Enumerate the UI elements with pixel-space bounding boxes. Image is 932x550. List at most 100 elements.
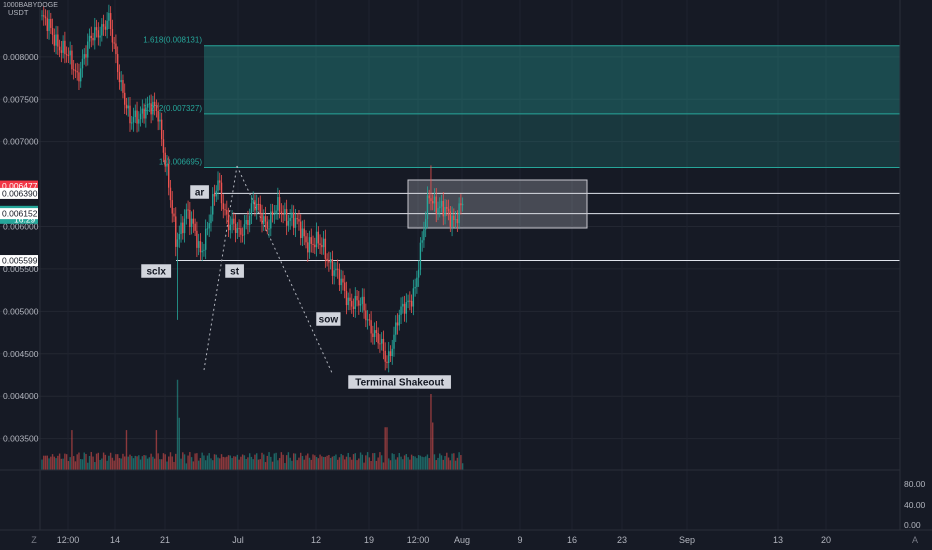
candle-body: [155, 105, 158, 112]
volume-bar: [212, 460, 214, 470]
candle-body: [231, 218, 233, 225]
volume-bar: [109, 452, 112, 470]
annotation-st[interactable]: st: [224, 263, 245, 279]
volume-bar: [414, 456, 416, 470]
volume-bar: [280, 452, 283, 470]
annotation-sow[interactable]: sow: [315, 311, 342, 327]
candle-body: [407, 300, 409, 303]
candle-body: [108, 13, 110, 21]
volume-bar: [317, 458, 320, 470]
candle-body: [437, 208, 439, 214]
volume-bar: [173, 461, 175, 470]
volume-bar: [363, 462, 365, 470]
volume-tick-label: 0.00: [904, 520, 921, 530]
candle-body: [264, 216, 267, 222]
candle-body: [234, 223, 237, 233]
volume-bar: [347, 452, 349, 470]
candle-body: [370, 320, 372, 334]
price-marker-countdown: 16:29: [14, 214, 36, 224]
candle-body: [391, 348, 393, 357]
candle-body: [403, 303, 406, 314]
volume-bar: [138, 455, 140, 470]
volume-bar: [215, 454, 217, 470]
volume-bar: [273, 453, 276, 470]
volume-bar: [409, 459, 411, 470]
trend-line-down[interactable]: [236, 165, 334, 376]
volume-bar: [352, 454, 355, 470]
volume-bar: [141, 456, 144, 470]
volume-bar: [372, 453, 374, 470]
candle-body: [97, 30, 100, 38]
candle-body: [257, 203, 260, 205]
horizontal-levels[interactable]: [176, 192, 900, 262]
annotation-terminal-shakeout-label: Terminal Shakeout: [355, 378, 444, 389]
volume-bar: [95, 453, 98, 470]
candle-body: [271, 211, 274, 215]
candle-body: [366, 319, 369, 321]
annotation-ar[interactable]: ar: [189, 184, 210, 200]
volume-bar: [101, 458, 103, 470]
volume-bar: [259, 459, 261, 470]
price-axis[interactable]: 0.008000 0.007500 0.007000 0.006000 0.005500…: [0, 52, 39, 444]
volume-bar: [398, 453, 400, 470]
price-marker[interactable]: [0, 187, 38, 199]
volume-bar: [74, 461, 77, 470]
annotation-sclx[interactable]: sclx: [140, 263, 172, 279]
volume-bar: [134, 455, 136, 470]
volume-bar: [361, 454, 364, 470]
timezone-button[interactable]: Z: [31, 535, 37, 545]
candle-body: [69, 50, 71, 56]
annotation-terminal-shakeout[interactable]: Terminal Shakeout: [347, 374, 452, 390]
volume-bar: [261, 452, 263, 470]
volume-bar: [292, 453, 295, 470]
candle-body: [300, 221, 302, 239]
volume-bar: [155, 430, 158, 470]
candle-body: [446, 206, 448, 209]
candle-body: [361, 296, 364, 304]
price-marker[interactable]: [0, 180, 38, 192]
candle-body: [204, 228, 207, 250]
volume-bar: [125, 430, 128, 470]
candle-body: [94, 27, 96, 41]
candle-body: [51, 27, 54, 35]
candle-body: [138, 119, 140, 124]
volume-bar: [108, 455, 110, 470]
candle-body: [88, 35, 91, 42]
volume-bar: [416, 458, 418, 470]
fibonacci-extension[interactable]: 1.618(0.008131) 1.272(0.007327) 1(0.006695…: [143, 36, 900, 169]
candle-body: [338, 269, 341, 286]
candle-body: [359, 303, 362, 306]
candle-body: [65, 54, 68, 56]
fib-zone-lower: [204, 113, 900, 168]
volume-bar: [430, 394, 432, 470]
candle-body: [395, 322, 397, 335]
volume-bar: [210, 458, 212, 470]
candle-body: [115, 43, 117, 55]
volume-bar: [241, 454, 244, 470]
volume-bar: [444, 456, 446, 470]
price-marker[interactable]: [0, 255, 38, 267]
volume-bar: [136, 456, 138, 470]
volume-bar: [442, 459, 444, 470]
wyckoff-annotations[interactable]: ar sclx st sow Terminal Shakeout: [140, 184, 452, 390]
volume-bar: [368, 457, 371, 470]
candle-body: [324, 238, 327, 259]
candle-body: [444, 206, 446, 217]
trend-lines[interactable]: [203, 165, 334, 376]
time-axis[interactable]: 12:00 14 21 Jul 12 19 12:00 Aug 9 16 23 Sep 13 20 Z A: [31, 535, 918, 545]
candle-body: [263, 216, 265, 225]
volume-bar: [76, 454, 78, 470]
annotation-st-box: [224, 263, 245, 279]
volume-bar: [180, 458, 182, 470]
candle-body: [412, 288, 415, 307]
auto-scale-button[interactable]: A: [912, 535, 918, 545]
candle-body: [131, 122, 133, 124]
price-marker[interactable]: [0, 208, 38, 220]
volume-bar: [329, 457, 332, 470]
candle-body: [80, 68, 82, 82]
volume-bar: [153, 458, 156, 470]
volume-bar: [349, 457, 351, 470]
candle-body: [71, 50, 73, 70]
